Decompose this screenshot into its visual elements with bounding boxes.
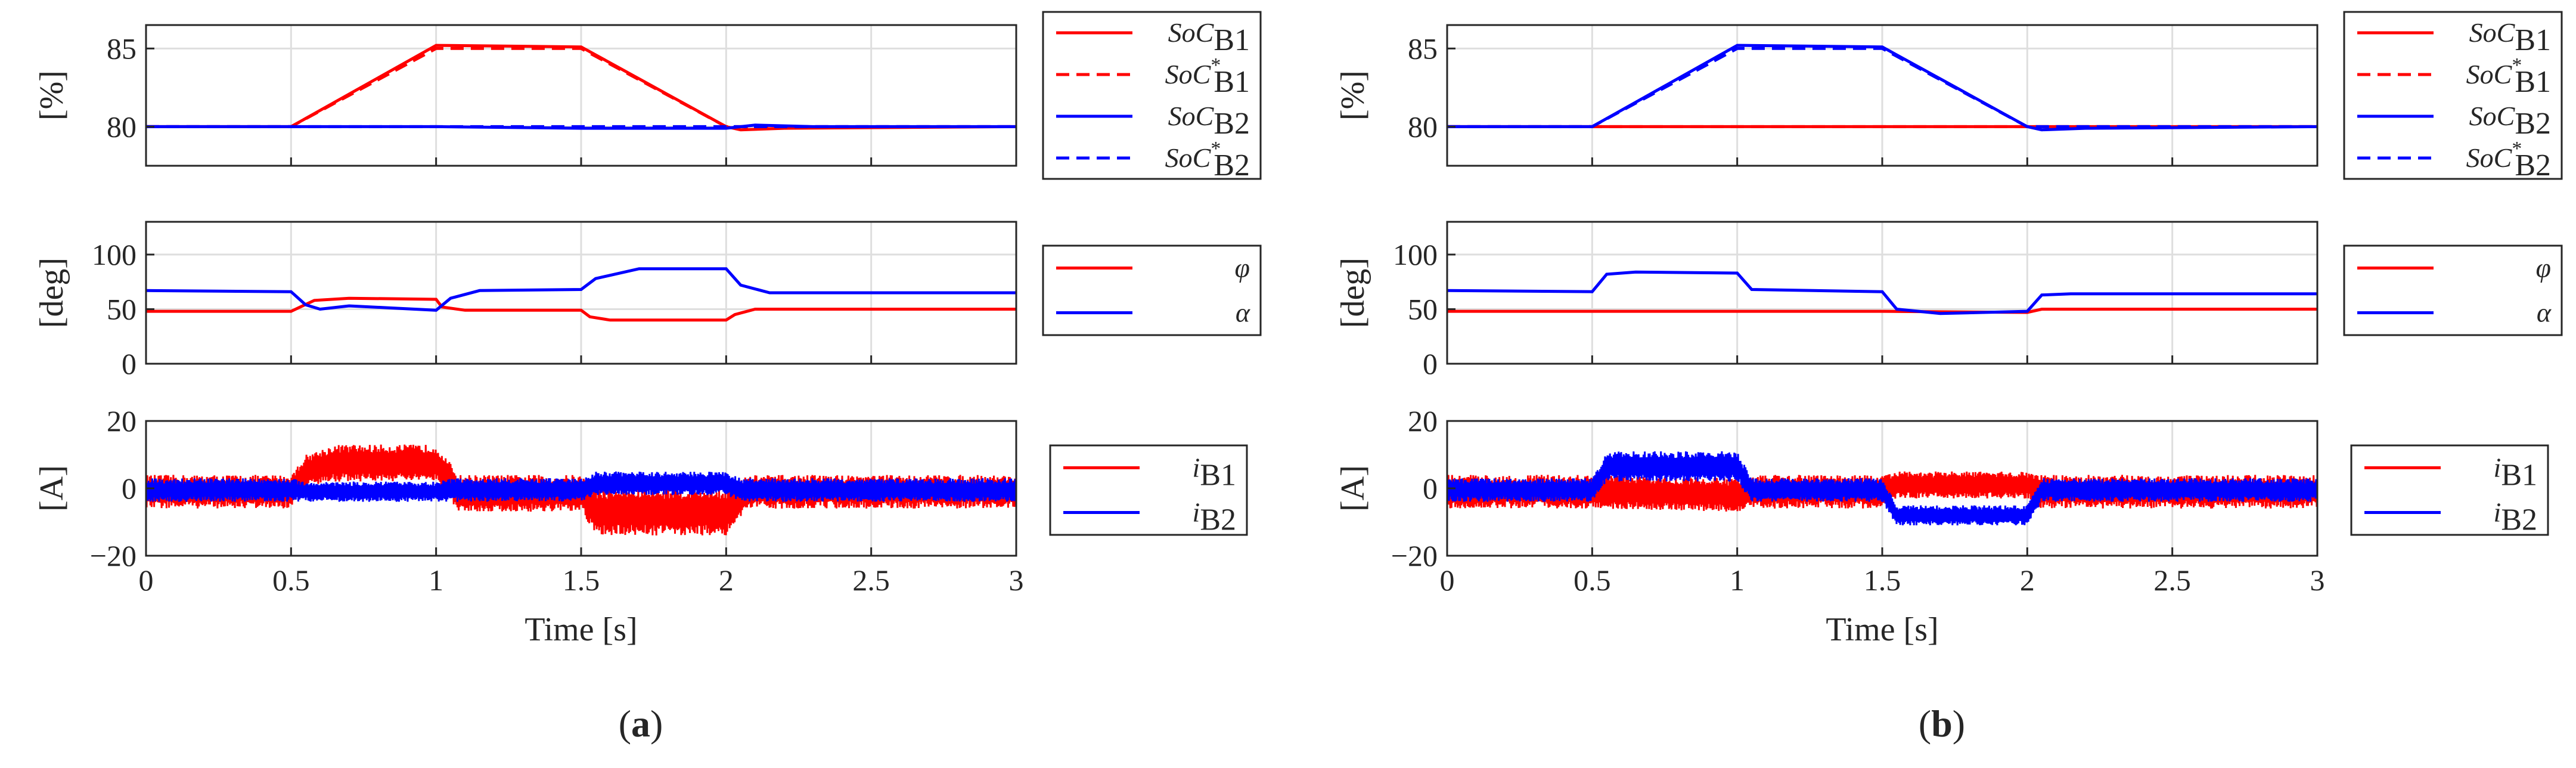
legend-label: iB1 [2494, 453, 2537, 493]
chart-b-angle: 0 50 100 [deg] φα [1334, 221, 2563, 380]
y-axis-label: [A] [1334, 465, 1371, 512]
series-alpha [146, 267, 1016, 312]
y-tick-label: 85 [107, 32, 136, 65]
y-tick-label: 100 [1393, 238, 1438, 271]
series-alpha [1447, 270, 2317, 315]
series-i-b2 [146, 471, 1016, 502]
y-tick-label: −20 [1391, 539, 1438, 572]
y-axis-label: [deg] [1334, 258, 1371, 328]
legend-label: SoC*B2 [1165, 138, 1250, 182]
legend-box [2350, 444, 2549, 536]
legend: φα [1042, 244, 1262, 336]
x-tick-label: 1.5 [563, 563, 600, 597]
y-tick-label: 80 [107, 110, 136, 143]
legend-label: iB2 [2494, 497, 2537, 537]
legend-label: φ [1235, 253, 1250, 283]
legend-box [2343, 11, 2563, 180]
y-axis-label: [A] [33, 465, 70, 512]
y-tick-label: −20 [90, 539, 136, 572]
x-tick-label: 1 [429, 563, 443, 597]
y-axis-label: [%] [1334, 70, 1371, 120]
y-tick-label: 80 [1408, 110, 1438, 143]
legend: φα [2343, 244, 2563, 336]
y-axis-label: [deg] [33, 258, 70, 328]
legend-label: α [1236, 298, 1250, 328]
legend-label: α [2537, 298, 2552, 328]
series-phi [1447, 308, 2317, 314]
legend-label: iB1 [1193, 453, 1236, 493]
series-i-b2 [1447, 451, 2317, 526]
chart-a-angle: 0 50 100 [deg] φα [33, 221, 1262, 380]
legend-label: φ [2536, 253, 2551, 283]
caption-a: (a) [619, 702, 663, 745]
x-tick-label: 2.5 [852, 563, 890, 597]
legend-box [1042, 244, 1262, 336]
x-tick-label: 1 [1730, 563, 1745, 597]
x-tick-label: 3 [2310, 563, 2325, 597]
x-tick-label: 0.5 [272, 563, 310, 597]
x-tick-label: 2.5 [2153, 563, 2191, 597]
caption-a-open: ( [619, 702, 631, 745]
y-tick-label: 50 [1408, 292, 1438, 326]
y-tick-label: 0 [122, 347, 136, 380]
x-axis-label: Time [s] [524, 611, 637, 648]
legend-label: SoCB1 [2469, 17, 2551, 57]
legend-box [2343, 244, 2563, 336]
legend-label: SoCB2 [2469, 101, 2551, 141]
legend-label: SoC*B2 [2466, 138, 2551, 182]
legend-label: iB2 [1193, 497, 1236, 537]
legend-label: SoC*B1 [2466, 54, 2551, 99]
y-tick-label: 100 [92, 238, 136, 271]
x-tick-label: 3 [1009, 563, 1024, 597]
y-axis-label: [%] [33, 70, 70, 120]
y-tick-label: 20 [1408, 404, 1438, 438]
y-tick-label: 50 [107, 292, 136, 326]
legend-box [1042, 11, 1262, 180]
x-axis-label: Time [s] [1826, 611, 1938, 648]
y-tick-label: 0 [1423, 347, 1438, 380]
x-tick-label: 1.5 [1864, 563, 1901, 597]
legend-label: SoC*B1 [1165, 54, 1250, 99]
series-phi [146, 296, 1016, 322]
caption-b-close: ) [1953, 702, 1965, 745]
x-tick-label: 0.5 [1573, 563, 1611, 597]
caption-a-letter: a [631, 702, 650, 745]
x-tick-label: 2 [2020, 563, 2035, 597]
y-tick-label: 0 [122, 472, 136, 505]
caption-b-open: ( [1919, 702, 1931, 745]
x-tick-label: 2 [719, 563, 734, 597]
x-tick-label: 0 [1440, 563, 1455, 597]
caption-a-close: ) [650, 702, 663, 745]
legend-label: SoCB1 [1168, 17, 1250, 57]
caption-b-letter: b [1931, 702, 1953, 745]
y-tick-label: 85 [1408, 32, 1438, 65]
caption-b: (b) [1919, 702, 1965, 745]
y-tick-label: 20 [107, 404, 136, 438]
y-tick-label: 0 [1423, 472, 1438, 505]
legend-label: SoCB2 [1168, 101, 1250, 141]
legend-box [1049, 444, 1248, 536]
x-tick-label: 0 [139, 563, 154, 597]
